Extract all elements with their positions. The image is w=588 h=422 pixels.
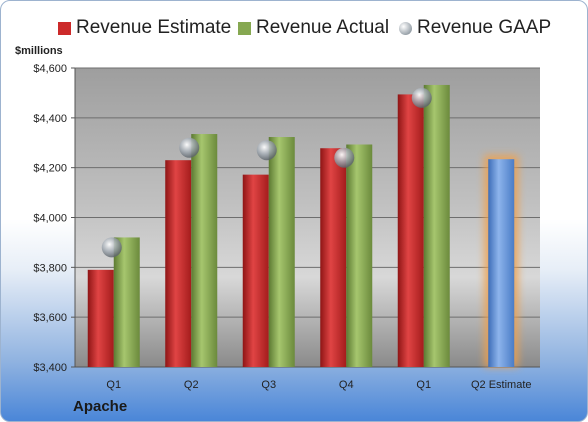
bar-revenue-actual (113, 237, 140, 367)
marker-revenue-gaap (101, 237, 122, 258)
bar-revenue-estimate (320, 148, 347, 367)
legend-item-revenue-gaap: Revenue GAAP (399, 15, 551, 41)
gaap-markers (101, 87, 432, 258)
marker-revenue-gaap (256, 140, 277, 161)
x-tick-label: Q1 (416, 379, 431, 391)
bar-revenue-actual (346, 144, 373, 367)
legend-label: Revenue Estimate (76, 17, 232, 38)
y-tick-label: $4,000 (33, 213, 67, 225)
legend-label: Revenue Actual (256, 17, 390, 38)
x-tick-label: Q1 (106, 379, 121, 391)
marker-revenue-gaap (334, 147, 355, 168)
y-tick-label: $3,600 (33, 312, 67, 324)
legend-item-revenue-actual: Revenue Actual (238, 15, 389, 41)
bar-revenue-forecast (488, 159, 515, 367)
bar-revenue-estimate (397, 94, 424, 367)
x-axis: Q1 Q2 Q3 Q4 Q1 Q2 Estimate (106, 379, 531, 391)
bar-revenue-estimate (87, 269, 114, 367)
y-tick-label: $4,200 (33, 163, 67, 175)
y-tick-label: $4,400 (33, 113, 67, 125)
bar-revenue-estimate (165, 160, 192, 367)
bar-revenue-actual (423, 84, 450, 368)
legend-label: Revenue GAAP (417, 17, 552, 38)
y-axis: $3,400 $3,600 $3,800 $4,000 $4,200 $4,400 $4,6… (33, 63, 540, 374)
y-tick-label: $4,600 (33, 63, 67, 75)
x-tick-label: Q2 (184, 379, 199, 391)
bar-revenue-estimate (242, 174, 269, 367)
bar-revenue-actual (268, 137, 295, 367)
legend: Revenue Estimate Revenue Actual Revenue … (1, 15, 587, 41)
legend-item-revenue-estimate: Revenue Estimate (58, 15, 231, 41)
y-tick-label: $3,400 (33, 362, 67, 374)
company-name: Apache (73, 398, 128, 415)
legend-sphere-icon (399, 21, 412, 35)
legend-swatch-green (238, 21, 251, 35)
y-axis-units-label: $millions (15, 45, 63, 57)
x-tick-label: Q4 (339, 379, 354, 391)
bar-revenue-actual (191, 134, 218, 367)
legend-swatch-red (58, 21, 71, 35)
bars (87, 84, 519, 368)
x-tick-label: Q3 (261, 379, 276, 391)
marker-revenue-gaap (179, 137, 200, 158)
marker-revenue-gaap (411, 87, 432, 108)
x-tick-label: Q2 Estimate (471, 379, 532, 391)
y-tick-label: $3,800 (33, 262, 67, 274)
